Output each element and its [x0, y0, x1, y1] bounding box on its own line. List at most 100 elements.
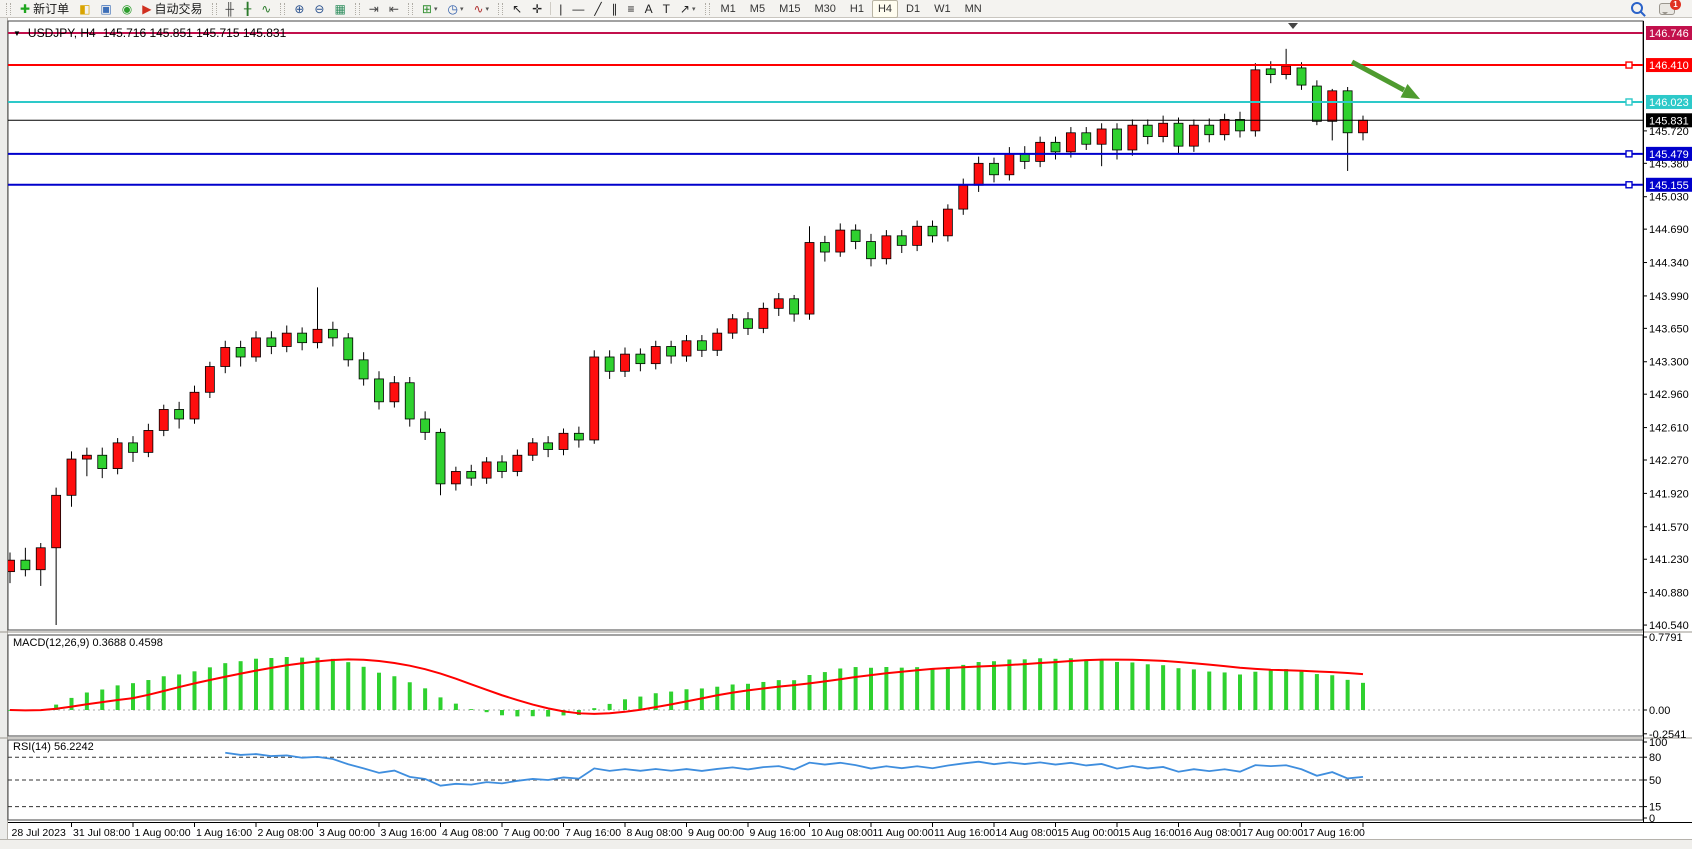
bull-candle	[1004, 153, 1015, 176]
text-label-button[interactable]: T	[659, 0, 674, 18]
timeframe-button-H1[interactable]: H1	[849, 2, 864, 15]
zoom-in-button[interactable]: ⊕	[290, 0, 308, 18]
new-order-button-label: 新订单	[33, 2, 70, 16]
fibonacci-button[interactable]: ≡	[624, 0, 639, 18]
auto-trading-button[interactable]: ▶ 自动交易	[138, 0, 206, 18]
toolbar-drag-handle	[354, 2, 360, 15]
new-chart-button[interactable]: ⊞ ▾	[418, 0, 442, 18]
time-axis-label: 9 Aug 00:00	[688, 827, 744, 839]
bull-candle	[1035, 141, 1046, 162]
bear-candle	[1112, 128, 1122, 151]
chart-shift-marker[interactable]	[1288, 23, 1298, 29]
bull-candle	[312, 328, 323, 344]
bear-candle	[743, 318, 753, 329]
text-button[interactable]: A	[641, 0, 657, 18]
main-toolbar: ✚ 新订单 ◧ ▣ ◉ ▶ 自动交易 ╫ ╂ ∿ ⊕ ⊖ ▦ ⇥ ⇤ ⊞ ▾ ◷ ▾ ∿ ▾ ↖ ✛ | ― ╱ ∥ ≡ A T ↗ ▾ M1 M…	[0, 0, 1692, 18]
time-axis-label: 3 Aug 00:00	[319, 827, 375, 839]
vertical-line-button[interactable]: |	[555, 0, 566, 18]
bull-candle	[66, 458, 77, 496]
bear-candle	[573, 432, 584, 441]
bull-candle	[650, 346, 661, 365]
bar-chart-icon: ╫	[225, 1, 235, 16]
bull-candle	[158, 409, 169, 431]
equidistant-channel-button[interactable]: ∥	[608, 0, 622, 18]
auto-scroll-button[interactable]: ⇥	[365, 0, 383, 18]
timeframe-button-M15[interactable]: M15	[779, 2, 801, 15]
market-watch-button[interactable]: ▣	[96, 0, 115, 18]
bear-candle	[789, 298, 800, 315]
indicator-list-icon: ∿	[473, 1, 484, 16]
timeframe-button-D1[interactable]: D1	[906, 2, 921, 15]
price-tick-label: 144.340	[1649, 258, 1689, 270]
timeframe-button-M5[interactable]: M5	[749, 2, 766, 15]
timeframe-button-W1[interactable]: W1	[934, 2, 951, 15]
price-tick-label: 143.990	[1649, 291, 1689, 303]
notifications-button[interactable]: 1	[1655, 0, 1689, 18]
price-line-label	[1646, 94, 1692, 109]
bull-candle	[450, 471, 461, 485]
support-line-145479-handle[interactable]	[1625, 150, 1633, 158]
zoom-out-button[interactable]: ⊖	[310, 0, 328, 18]
bear-candle	[327, 328, 338, 339]
crosshair-button[interactable]: ✛	[528, 0, 546, 18]
bear-candle	[374, 378, 384, 403]
bull-candle	[973, 162, 984, 186]
price-tick-label: 144.690	[1649, 224, 1689, 236]
crosshair-icon: ✛	[532, 1, 543, 16]
profiles-button[interactable]: ◷ ▾	[443, 0, 467, 18]
bear-candle	[989, 162, 999, 176]
profiles-icon: ◷	[447, 1, 458, 16]
resistance-line-146410-handle[interactable]	[1625, 61, 1633, 69]
search-button[interactable]	[1627, 0, 1653, 18]
zoom-out-icon: ⊖	[314, 1, 325, 16]
bull-candle	[1327, 90, 1338, 122]
chart-dropdown-icon[interactable]: ▼	[13, 28, 21, 38]
cursor-button[interactable]: ↖	[508, 0, 526, 18]
fibonacci-icon: ≡	[627, 1, 635, 16]
rsi-indicator-label: RSI(14) 56.2242	[13, 741, 94, 753]
time-axis-label: 1 Aug 16:00	[196, 827, 252, 839]
timeframe-button-MN[interactable]: MN	[964, 2, 982, 15]
indicator-list-button[interactable]: ∿ ▾	[469, 0, 493, 18]
trendline-button[interactable]: ╱	[590, 0, 605, 18]
support-line-145155-handle[interactable]	[1625, 181, 1633, 189]
bar-chart-button[interactable]: ╫	[222, 0, 239, 18]
time-axis-label: 11 Aug 00:00	[873, 827, 934, 839]
macd-tick-label: 0.7791	[1649, 632, 1683, 644]
timeframe-button-M30[interactable]: M30	[814, 2, 836, 15]
timeframe-button-M1[interactable]: M1	[720, 2, 736, 15]
resistance-line-146023-handle[interactable]	[1625, 98, 1633, 106]
time-axis-label: 2 Aug 08:00	[258, 827, 314, 839]
horizontal-line-icon: ―	[572, 1, 585, 16]
bear-candle	[358, 359, 369, 380]
timeframe-button-H4[interactable]: H4	[871, 0, 898, 18]
horizontal-line-button[interactable]: ―	[568, 0, 588, 18]
bear-candle	[850, 229, 861, 242]
auto-scroll-icon: ⇥	[368, 1, 379, 16]
line-chart-icon: ∿	[261, 1, 272, 16]
chart-styles-button[interactable]: ◧	[75, 0, 94, 18]
tile-windows-button[interactable]: ▦	[330, 0, 349, 18]
bear-candle	[866, 241, 876, 260]
signals-button[interactable]: ◉	[118, 0, 136, 18]
auto-trading-button-label: 自动交易	[154, 2, 203, 16]
rsi-tick-label: 0	[1649, 813, 1655, 825]
price-line-label	[1646, 113, 1692, 128]
candlestick-chart-button[interactable]: ╂	[240, 0, 255, 18]
bear-candle	[128, 442, 138, 453]
bear-candle	[666, 346, 677, 357]
bull-candle	[51, 494, 62, 549]
arrows-tool-button[interactable]: ↗ ▾	[676, 0, 700, 18]
chart-title: ▼ USDJPY, H4 145.716 145.851 145.715 145…	[13, 26, 286, 40]
bull-candle	[220, 347, 231, 367]
candlestick-chart-icon: ╂	[244, 1, 252, 16]
line-chart-button[interactable]: ∿	[257, 0, 275, 18]
bull-candle	[804, 242, 815, 315]
arrow-annotation[interactable]	[1350, 59, 1420, 99]
macd-histogram	[8, 657, 1365, 717]
bear-candle	[466, 471, 477, 479]
new-order-button[interactable]: ✚ 新订单	[16, 0, 73, 18]
auto-trading-icon: ▶	[142, 1, 152, 16]
chart-shift-button[interactable]: ⇤	[385, 0, 403, 18]
bull-candle	[681, 340, 692, 357]
